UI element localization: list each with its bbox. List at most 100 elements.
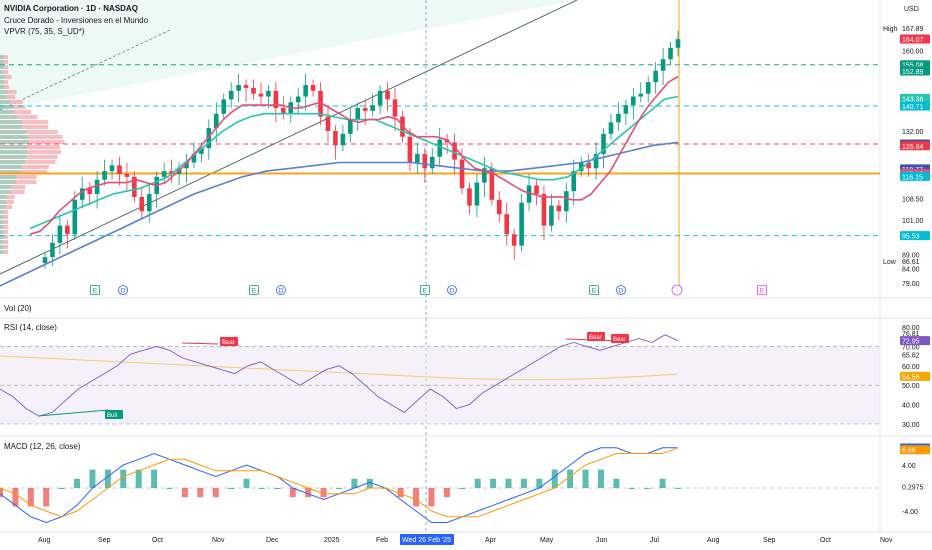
volume-profile-bar-up xyxy=(0,215,4,219)
rsi-pane-label[interactable]: RSI (14, close) xyxy=(4,323,57,332)
rsi-label-0: Bear xyxy=(222,340,235,346)
macd-bar xyxy=(521,479,527,488)
volume-profile-bar-up xyxy=(0,135,28,139)
macd-bar xyxy=(274,488,280,489)
rsi-tick: 60.00 xyxy=(902,364,920,371)
candle xyxy=(110,165,115,171)
rsi-label-1: Bear xyxy=(589,335,602,341)
macd-bar xyxy=(675,488,681,489)
volume-profile-bar-up xyxy=(0,245,4,249)
macd-bar xyxy=(660,479,666,488)
price-tick-label: 101.00 xyxy=(902,218,924,225)
macd-bar xyxy=(43,488,49,506)
price-tag-0: 167.89 xyxy=(902,26,924,33)
vol-pane-label[interactable]: Vol (20) xyxy=(4,304,32,313)
candle xyxy=(415,154,420,163)
time-tick-label: Jul xyxy=(650,537,659,544)
candle xyxy=(393,99,398,116)
volume-profile-bar-up xyxy=(0,240,4,244)
macd-tag-1: 6.66 xyxy=(902,448,916,455)
candle xyxy=(624,105,629,114)
candle xyxy=(512,234,517,245)
price-tag-5: 140.71 xyxy=(902,104,924,111)
candle xyxy=(370,105,375,111)
volume-profile-bar-up xyxy=(0,160,25,164)
macd-bar xyxy=(583,470,589,488)
volume-profile-bar-up xyxy=(0,90,7,94)
macd-bar xyxy=(459,488,465,489)
macd-bar xyxy=(136,470,142,488)
rsi-tag-2: 65.82 xyxy=(902,353,920,360)
price-tag-12: 86.61 xyxy=(902,259,920,266)
candle xyxy=(653,71,658,82)
macd-bar xyxy=(120,470,126,488)
candle xyxy=(378,91,383,105)
volume-profile-bar-up xyxy=(0,185,11,189)
candle xyxy=(147,194,152,211)
volume-profile-bar-up xyxy=(0,120,22,124)
candle xyxy=(348,119,353,133)
event-marker-7: D xyxy=(619,288,624,295)
rsi-band xyxy=(0,346,880,424)
candle xyxy=(609,122,614,133)
macd-tick: 4.00 xyxy=(902,463,916,470)
candle xyxy=(281,108,286,114)
candle xyxy=(296,97,301,103)
volume-profile-bar-up xyxy=(0,115,17,119)
price-tick-label: 79.00 xyxy=(902,281,920,288)
rsi-label-3: Bull xyxy=(107,413,117,419)
event-marker-6: E xyxy=(592,288,597,295)
volume-profile-bar-up xyxy=(0,195,7,199)
volume-profile-bar-up xyxy=(0,205,5,209)
volume-profile-bar-up xyxy=(0,190,11,194)
candle xyxy=(341,134,346,145)
macd-bar xyxy=(105,470,111,488)
candle xyxy=(236,85,241,91)
candle xyxy=(221,99,226,113)
volume-profile-bar-up xyxy=(0,230,4,234)
time-tick-label: Oct xyxy=(152,537,163,544)
volume-profile-bar-up xyxy=(0,210,4,214)
time-tick-label: Sep xyxy=(98,537,111,544)
symbol-title[interactable]: NVIDIA Corporation · 1D · NASDAQ xyxy=(4,4,138,13)
candle xyxy=(467,188,472,205)
candle xyxy=(72,200,77,234)
time-tick-label: Jun xyxy=(596,537,607,544)
candle xyxy=(460,160,465,189)
price-tick-label: 84.00 xyxy=(902,267,920,274)
macd-pane-label[interactable]: MACD (12, 26, close) xyxy=(4,442,80,451)
event-marker-3: D xyxy=(279,288,284,295)
candle xyxy=(102,171,107,180)
macd-bar xyxy=(244,479,250,488)
candle xyxy=(303,85,308,96)
macd-bar xyxy=(629,488,635,489)
volume-profile-bar-up xyxy=(0,110,14,114)
indicator-label-golden-cross[interactable]: Cruce Dorado - Inversiones en el Mundo xyxy=(4,16,148,25)
indicator-label-vpvr[interactable]: VPVR (75, 35, S_UD*) xyxy=(4,27,84,36)
candle xyxy=(504,214,509,234)
candle xyxy=(631,97,636,106)
flash-icon xyxy=(672,285,682,295)
macd-bar xyxy=(74,479,80,488)
time-tick-label: Aug xyxy=(707,537,720,544)
macd-bar xyxy=(444,488,450,497)
candle xyxy=(58,226,63,243)
rsi-tick: 40.00 xyxy=(902,403,920,410)
time-tick-label: Feb xyxy=(376,537,388,544)
price-tag-10: 116.15 xyxy=(902,174,923,181)
candle xyxy=(497,200,502,214)
macd-bar xyxy=(644,488,650,489)
volume-profile-bar-up xyxy=(0,150,27,154)
volume-profile-bar-up xyxy=(0,200,6,204)
candle xyxy=(638,94,643,97)
event-marker-0: E xyxy=(93,288,98,295)
candle xyxy=(475,183,480,206)
time-tick-label: Dec xyxy=(266,537,279,544)
time-tick-label: May xyxy=(540,537,554,544)
volume-profile-bar-up xyxy=(0,125,22,129)
high-label: High xyxy=(883,26,898,33)
candle xyxy=(557,206,562,212)
volume-profile-bar-up xyxy=(0,155,26,159)
event-marker-4: E xyxy=(423,288,428,295)
